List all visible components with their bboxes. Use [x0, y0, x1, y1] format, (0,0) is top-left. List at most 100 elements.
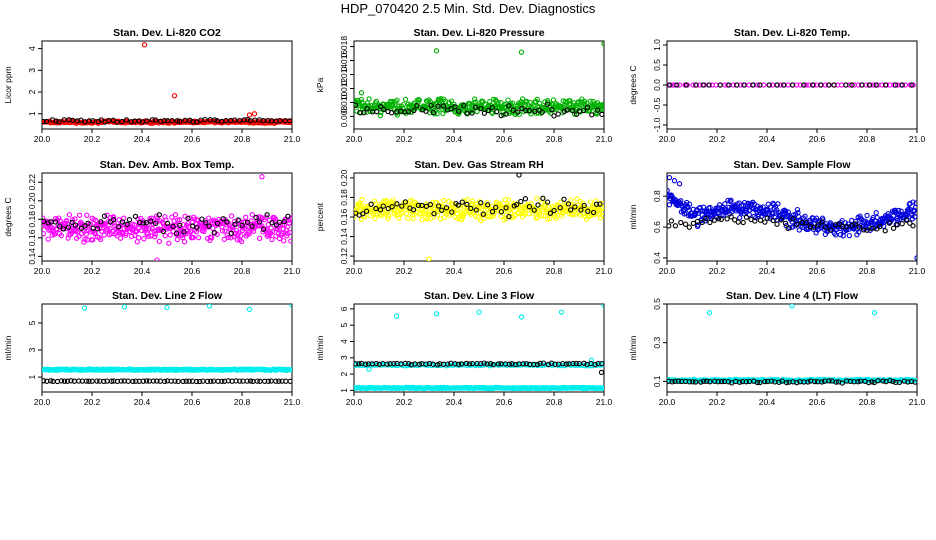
data-point	[843, 224, 849, 230]
data-point	[363, 361, 369, 367]
data-point	[693, 82, 699, 88]
data-point	[287, 378, 292, 384]
data-point	[117, 235, 124, 241]
data-point	[538, 213, 545, 219]
x-tick-label: 20.4	[134, 397, 151, 407]
data-point	[481, 110, 488, 116]
data-points	[42, 42, 292, 126]
data-point	[726, 82, 732, 88]
data-point	[511, 201, 517, 207]
data-point	[489, 209, 496, 215]
data-point	[133, 378, 139, 384]
data-point	[206, 223, 212, 229]
data-point	[718, 378, 725, 385]
y-tick-label: 0.012	[339, 78, 349, 100]
data-point	[58, 378, 65, 384]
data-point	[822, 224, 829, 230]
data-point	[523, 107, 529, 114]
data-point	[110, 217, 117, 223]
data-point	[534, 195, 540, 202]
data-point	[472, 213, 479, 219]
data-point	[406, 360, 412, 367]
data-point	[56, 223, 63, 229]
data-point	[65, 224, 72, 230]
data-point	[74, 229, 80, 235]
data-point	[104, 212, 110, 218]
data-point	[251, 111, 258, 117]
data-point	[272, 216, 279, 222]
data-point	[152, 234, 158, 240]
data-point	[880, 378, 886, 384]
panel-title: Stan. Dev. Gas Stream RH	[414, 159, 543, 171]
data-point	[244, 116, 251, 123]
data-point	[478, 206, 485, 212]
data-point	[180, 234, 186, 241]
data-point	[416, 361, 423, 367]
data-point	[419, 216, 425, 223]
data-point	[599, 200, 604, 207]
data-point	[805, 379, 811, 385]
data-point	[402, 96, 409, 103]
data-point	[774, 221, 780, 227]
data-point	[810, 82, 816, 88]
data-point	[601, 304, 604, 309]
data-point	[253, 214, 259, 221]
x-tick-label: 20.8	[546, 134, 563, 144]
data-points	[354, 304, 604, 392]
panel-1: Stan. Dev. Li-820 CO2 20.0 20.2 20.4 20.6 20.…	[3, 27, 301, 144]
y-tick-label: 0.5	[652, 298, 662, 310]
panel-title: Stan. Dev. Sample Flow	[733, 159, 851, 171]
y-axis-label: kPa	[315, 77, 325, 92]
data-point	[449, 209, 455, 215]
data-point	[487, 99, 493, 105]
x-tick-label: 21.0	[596, 134, 613, 144]
data-point	[61, 378, 68, 384]
data-point	[690, 220, 697, 226]
data-point	[448, 206, 454, 212]
data-point	[140, 220, 147, 226]
data-point	[584, 104, 591, 111]
y-tick-label: 0.014	[339, 64, 349, 86]
data-point	[205, 224, 211, 230]
panel-title: Stan. Dev. Li-820 Temp.	[734, 27, 850, 39]
x-tick-label: 20.0	[34, 266, 51, 276]
data-point	[544, 199, 551, 205]
data-point	[515, 109, 521, 115]
data-point	[593, 201, 600, 207]
y-tick-label: 0.010	[339, 92, 349, 114]
y-tick-label: 0.018	[339, 36, 349, 58]
data-point	[150, 378, 157, 384]
data-point	[735, 219, 741, 225]
data-point	[391, 360, 397, 367]
data-point	[361, 109, 367, 116]
data-point	[78, 225, 84, 231]
data-point	[873, 210, 879, 216]
data-point	[436, 208, 442, 214]
data-point	[114, 119, 120, 125]
data-point	[181, 239, 188, 245]
data-point	[146, 226, 152, 232]
data-point	[914, 210, 917, 216]
data-point	[246, 112, 253, 118]
data-point	[765, 201, 771, 207]
data-point	[844, 378, 850, 384]
x-tick-label: 21.0	[909, 266, 926, 276]
y-axis-label: ml/min	[628, 204, 638, 229]
y-axis-label: ml/min	[628, 335, 638, 360]
data-point	[597, 201, 603, 207]
data-point	[907, 220, 913, 226]
data-point	[694, 218, 701, 225]
data-point	[826, 378, 832, 384]
data-point	[428, 102, 434, 109]
x-tick-label: 20.6	[184, 397, 201, 407]
data-point	[667, 82, 673, 88]
data-point	[140, 378, 146, 384]
data-point	[722, 201, 728, 207]
data-point	[83, 231, 89, 237]
panel-title: Stan. Dev. Li-820 Pressure	[413, 27, 544, 39]
data-point	[599, 360, 604, 367]
y-tick-label: 3	[339, 355, 349, 360]
data-point	[667, 187, 670, 194]
data-point	[794, 206, 801, 213]
data-point	[273, 118, 279, 124]
